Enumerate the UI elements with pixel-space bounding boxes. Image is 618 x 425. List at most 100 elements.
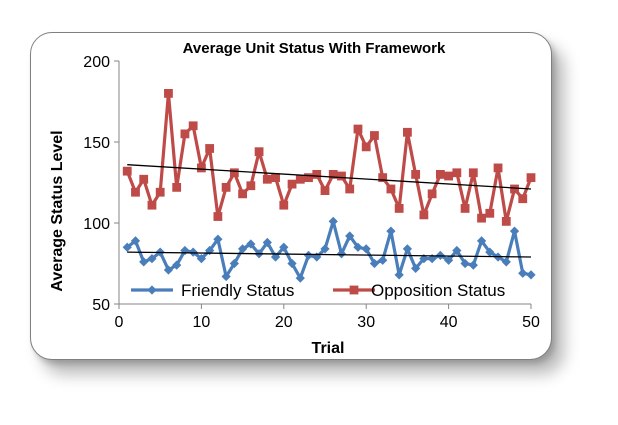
- x-tick-label: 10: [193, 314, 211, 331]
- data-point: [279, 242, 289, 252]
- data-point: [370, 131, 379, 140]
- data-point: [213, 234, 223, 244]
- x-tick-label: 30: [357, 314, 375, 331]
- data-point: [304, 173, 313, 183]
- data-point: [493, 163, 503, 173]
- legend-item-opposition: Opposition Status: [333, 281, 505, 300]
- data-point: [147, 200, 157, 210]
- data-point: [526, 270, 536, 280]
- plot-area: 50 100 150 200 0 10 20 30 40 50: [83, 54, 540, 331]
- data-point: [419, 210, 429, 220]
- data-point: [246, 239, 256, 249]
- data-point: [369, 258, 380, 269]
- data-point: [287, 258, 297, 269]
- data-point: [403, 127, 412, 137]
- chart-title: Average Unit Status With Framework: [183, 40, 446, 57]
- data-point: [518, 194, 528, 204]
- data-point: [518, 268, 528, 278]
- data-point: [205, 144, 215, 153]
- data-point: [188, 247, 198, 257]
- data-point: [468, 260, 478, 270]
- data-point: [221, 271, 231, 282]
- data-point: [419, 254, 429, 264]
- data-point: [411, 263, 421, 273]
- data-point: [139, 257, 149, 267]
- data-point: [147, 254, 157, 264]
- data-point: [468, 168, 478, 178]
- data-point: [196, 254, 207, 264]
- data-point: [485, 208, 495, 218]
- data-point: [460, 258, 470, 269]
- data-point: [526, 173, 536, 183]
- data-point: [163, 265, 174, 275]
- data-point: [402, 244, 413, 254]
- data-point: [271, 173, 280, 183]
- data-point: [477, 213, 486, 223]
- legend-marker: [349, 285, 359, 295]
- data-point: [328, 216, 338, 227]
- y-tick-label: 100: [83, 216, 110, 233]
- data-point: [287, 179, 297, 189]
- y-axis-title: Average Status Level: [49, 130, 66, 291]
- data-point: [279, 200, 289, 210]
- series-opposition: [122, 89, 536, 226]
- data-point: [320, 244, 330, 254]
- data-point: [435, 170, 445, 179]
- data-point: [155, 187, 165, 197]
- data-point: [501, 216, 511, 226]
- data-point: [246, 181, 256, 191]
- trend-line-friendly: [127, 251, 532, 258]
- data-point: [229, 168, 239, 178]
- legend-marker: [147, 285, 157, 295]
- data-point: [270, 252, 281, 262]
- data-point: [336, 249, 347, 259]
- data-point: [180, 129, 190, 139]
- data-point: [262, 237, 272, 248]
- data-point: [130, 236, 141, 246]
- x-tick-label: 20: [275, 314, 293, 331]
- data-point: [345, 231, 355, 241]
- data-point: [452, 245, 462, 256]
- data-point: [262, 174, 272, 184]
- data-point: [353, 124, 363, 134]
- data-point: [378, 173, 388, 183]
- data-point: [394, 270, 404, 280]
- series-friendly: [122, 216, 536, 283]
- x-tick-label: 50: [522, 314, 540, 331]
- y-tick-label: 50: [92, 297, 110, 314]
- data-point: [328, 170, 338, 179]
- data-point: [427, 254, 437, 264]
- series-line: [125, 91, 533, 223]
- data-point: [122, 166, 132, 176]
- data-point: [229, 258, 239, 269]
- data-point: [476, 236, 487, 246]
- data-point: [452, 168, 462, 178]
- data-point: [238, 189, 247, 199]
- legend-item-friendly: Friendly Status: [131, 281, 294, 300]
- data-point: [361, 244, 371, 254]
- data-point: [197, 163, 206, 173]
- chart-svg: Average Unit Status With Framework 50100…: [49, 40, 540, 357]
- x-tick-label: 40: [440, 314, 458, 331]
- data-point: [188, 121, 198, 131]
- data-point: [221, 182, 231, 192]
- data-point: [172, 260, 182, 270]
- data-point: [254, 147, 264, 157]
- y-tick-label: 200: [83, 54, 110, 71]
- data-point: [139, 174, 149, 184]
- data-point: [460, 204, 470, 213]
- data-point: [443, 255, 454, 265]
- x-tick-label: 0: [115, 314, 124, 331]
- data-point: [131, 187, 140, 197]
- data-point: [411, 170, 421, 179]
- data-point: [295, 174, 305, 184]
- data-point: [444, 171, 453, 181]
- data-point: [361, 142, 371, 152]
- data-point: [172, 182, 182, 192]
- data-point: [303, 250, 314, 261]
- data-point: [213, 212, 223, 221]
- data-point: [345, 184, 355, 194]
- x-axis-title: Trial: [312, 340, 345, 357]
- data-point: [295, 273, 305, 283]
- data-point: [320, 186, 330, 195]
